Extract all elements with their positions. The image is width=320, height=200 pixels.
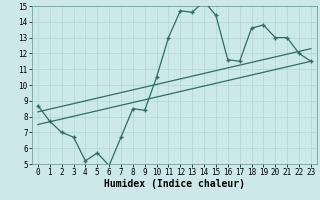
X-axis label: Humidex (Indice chaleur): Humidex (Indice chaleur)	[104, 179, 245, 189]
